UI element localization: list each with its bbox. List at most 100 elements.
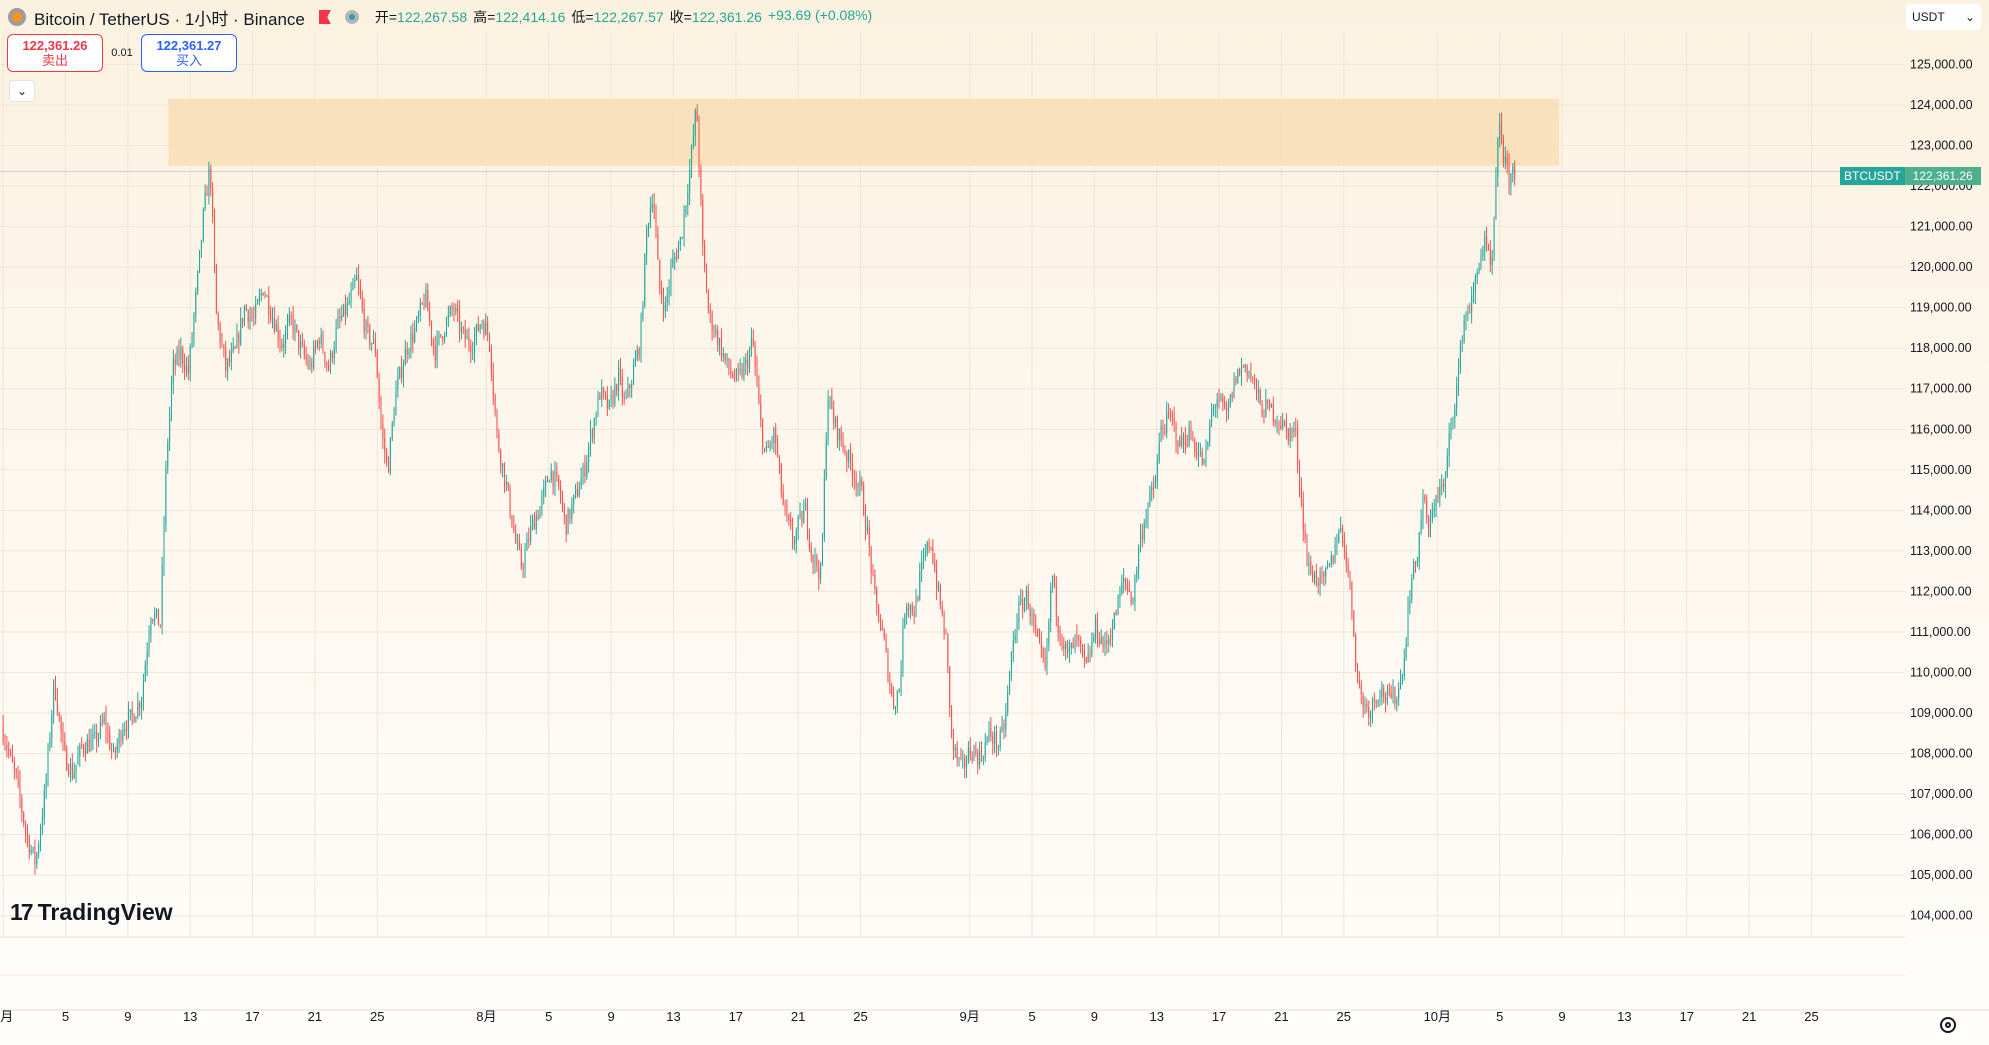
market-status-icon[interactable] — [344, 10, 359, 24]
candle-body — [743, 363, 745, 377]
candle-body — [213, 216, 216, 266]
candle-body — [382, 424, 384, 439]
candle-body — [1310, 562, 1312, 573]
candle-body — [92, 734, 94, 739]
candle-body — [126, 728, 128, 731]
candle-body — [148, 635, 150, 652]
candle-body — [1435, 496, 1437, 508]
candle-body — [425, 289, 427, 307]
candle-body — [45, 778, 47, 792]
flag-icon[interactable] — [318, 10, 331, 24]
candle-body — [762, 419, 764, 448]
candle-body — [1254, 378, 1256, 380]
time-axis[interactable]: 7月 5 9 13 17 21 25 8月 5 9 13 17 21 25 9月 5 9 13 17 21 25 10月 5… — [0, 1009, 1819, 1024]
candle-body — [1315, 571, 1317, 584]
price-axis[interactable]: 104,000.00 105,000.00 106,000.00 107,000.00… — [1910, 57, 1973, 922]
candle-body — [518, 541, 520, 549]
candle-body — [298, 330, 300, 349]
candle-body — [488, 333, 491, 348]
currency-select[interactable]: USDT ⌄ — [1906, 4, 1981, 30]
candle-body — [1443, 484, 1445, 488]
candle-body — [958, 757, 960, 759]
candle-body — [883, 630, 885, 639]
candle-body — [176, 349, 178, 365]
price-tick-label: 115,000.00 — [1910, 463, 1972, 477]
candle-body — [945, 633, 947, 635]
candle-body — [187, 364, 189, 374]
candle-body — [447, 314, 449, 320]
candle-body — [472, 352, 474, 354]
time-tick-label: 25 — [370, 1009, 384, 1024]
candle-body — [1222, 396, 1224, 402]
candle-body — [1394, 687, 1396, 705]
candle-body — [21, 797, 23, 813]
buy-button[interactable]: 122,361.27 买入 — [141, 34, 237, 72]
candle-body — [1424, 496, 1426, 501]
settings-icon[interactable] — [1940, 1017, 1956, 1033]
candle-body — [732, 373, 734, 378]
candle-body — [640, 319, 642, 356]
candle-body — [891, 685, 893, 694]
candle-body — [449, 307, 451, 315]
candle-body — [193, 314, 195, 337]
price-tag-value: 122,361.26 — [1904, 167, 1981, 185]
candle-body — [1431, 510, 1433, 519]
candle-body — [790, 519, 792, 527]
candles-layer — [2, 104, 1516, 875]
candle-body — [842, 441, 844, 450]
candle-body — [1332, 555, 1334, 563]
candle-body — [960, 757, 962, 759]
candle-body — [1108, 638, 1110, 644]
candle-body — [1465, 313, 1467, 320]
candle-body — [311, 364, 313, 367]
candle-body — [1141, 533, 1143, 539]
candle-body — [387, 459, 389, 473]
symbol-title[interactable]: Bitcoin / TetherUS · 1小时 · Binance — [34, 9, 305, 29]
tradingview-logo-icon: 17 — [10, 899, 34, 925]
candle-body — [286, 323, 288, 331]
candle-body — [208, 168, 210, 196]
candle-body — [300, 341, 302, 349]
candle-body — [988, 727, 990, 738]
candle-body — [1428, 517, 1430, 536]
candle-body — [1448, 433, 1450, 456]
candle-body — [337, 316, 339, 328]
candle-body — [1360, 684, 1362, 694]
candle-body — [1364, 703, 1366, 709]
candle-body — [975, 747, 977, 754]
collapse-legend-button[interactable]: ⌄ — [9, 80, 35, 102]
candle-body — [956, 747, 958, 759]
candle-body — [533, 518, 535, 530]
candle-body — [51, 714, 53, 739]
candle-body — [1287, 428, 1289, 441]
candle-body — [851, 463, 853, 479]
candle-body — [1205, 448, 1207, 460]
candle-body — [71, 763, 73, 778]
candle-body — [1220, 396, 1222, 401]
candle-body — [419, 302, 421, 316]
candle-body — [638, 349, 640, 356]
candle-body — [266, 295, 268, 297]
candle-body — [741, 368, 743, 377]
tradingview-logo[interactable]: 17 TradingView — [10, 899, 173, 926]
price-tick-label: 124,000.00 — [1910, 98, 1973, 112]
candle-body — [1317, 583, 1319, 586]
candle-body — [730, 370, 732, 374]
candle-body — [1259, 389, 1261, 404]
candle-body — [1156, 460, 1158, 482]
candle-body — [1459, 343, 1461, 369]
candle-body — [157, 608, 159, 626]
candle-body — [679, 237, 681, 246]
candle-body — [150, 619, 152, 636]
candle-body — [84, 750, 86, 754]
sell-button[interactable]: 122,361.26 卖出 — [7, 34, 103, 72]
candle-body — [227, 359, 229, 371]
candle-body — [595, 415, 597, 419]
candle-body — [621, 376, 623, 398]
candle-body — [230, 351, 232, 362]
sell-price: 122,361.26 — [22, 38, 88, 53]
candle-body — [1168, 412, 1170, 414]
candle-body — [524, 550, 526, 569]
candle-body — [43, 791, 45, 818]
